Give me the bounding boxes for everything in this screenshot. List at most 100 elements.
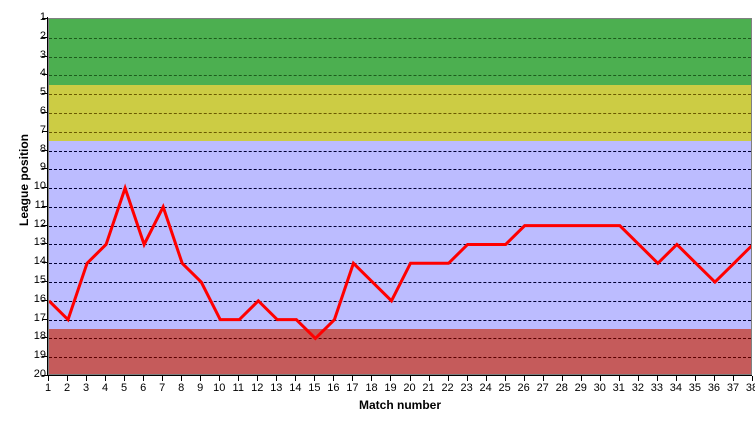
- x-tick-label-38: 38: [745, 382, 755, 394]
- x-tick-mark-38: [752, 376, 753, 381]
- y-tick-label-18: 18: [33, 330, 46, 343]
- x-tick-label-32: 32: [631, 382, 644, 394]
- x-tick-mark-21: [428, 376, 430, 381]
- y-tick-label-16: 16: [33, 292, 46, 305]
- y-tick-label-20: 20: [33, 368, 46, 380]
- band-playoff-zone: [49, 84, 751, 142]
- x-tick-mark-14: [295, 376, 297, 381]
- x-tick-mark-35: [694, 376, 696, 381]
- y-tick-mark-4: [42, 74, 48, 76]
- x-tick-label-30: 30: [593, 382, 606, 394]
- x-tick-mark-25: [504, 376, 506, 381]
- x-tick-mark-15: [314, 376, 316, 381]
- x-tick-mark-8: [181, 376, 183, 381]
- y-tick-mark-14: [42, 262, 48, 264]
- x-tick-label-7: 7: [159, 382, 166, 394]
- y-axis-ticks: 1 2 3 4 5 6 7 8 9 10 11 12 13 14 15 16 17 18 19 20: [0, 11, 755, 380]
- gridline-y-8: [49, 150, 751, 152]
- x-tick-mark-3: [86, 376, 88, 381]
- x-tick-mark-17: [352, 376, 354, 381]
- x-tick-label-35: 35: [688, 382, 702, 394]
- y-tick-label-5: 5: [39, 86, 46, 99]
- gridline-y-12: [49, 225, 751, 227]
- x-tick-label-21: 21: [422, 382, 435, 394]
- x-tick-mark-37: [732, 376, 734, 381]
- x-tick-label-23: 23: [460, 382, 473, 394]
- x-tick-label-17: 17: [346, 382, 359, 394]
- y-tick-mark-2: [42, 36, 48, 38]
- x-tick-mark-33: [656, 376, 658, 381]
- x-tick-mark-2: [67, 376, 69, 381]
- y-tick-mark-16: [42, 299, 48, 301]
- gridline-y-3: [49, 56, 751, 58]
- x-tick-mark-24: [485, 376, 487, 381]
- x-tick-label-27: 27: [536, 382, 549, 394]
- gridline-y-10: [49, 188, 751, 190]
- gridline-y-17: [49, 319, 751, 321]
- y-tick-label-8: 8: [39, 142, 46, 155]
- x-tick-label-18: 18: [365, 382, 378, 394]
- x-tick-mark-28: [561, 376, 563, 381]
- gridline-y-18: [49, 338, 751, 340]
- x-tick-mark-23: [466, 376, 468, 381]
- y-tick-mark-15: [42, 281, 48, 283]
- gridline-y-9: [49, 169, 751, 171]
- gridline-y-11: [49, 206, 751, 208]
- gridline-y-7: [49, 131, 751, 133]
- gridline-y-6: [49, 112, 751, 114]
- x-tick-label-37: 37: [726, 382, 740, 394]
- y-tick-mark-20: [42, 375, 48, 376]
- plot-area: [48, 18, 752, 375]
- x-tick-label-16: 16: [327, 382, 340, 394]
- x-tick-mark-5: [124, 376, 126, 381]
- y-tick-label-7: 7: [39, 123, 46, 136]
- x-tick-label-10: 10: [213, 382, 226, 394]
- x-tick-label-6: 6: [140, 382, 147, 394]
- y-tick-mark-18: [42, 337, 48, 339]
- x-tick-label-34: 34: [669, 382, 683, 394]
- band-promotion-zone: [49, 19, 751, 85]
- x-tick-mark-6: [143, 376, 145, 381]
- y-tick-label-10: 10: [33, 180, 46, 193]
- y-tick-mark-9: [42, 168, 48, 170]
- x-tick-label-26: 26: [517, 382, 530, 394]
- x-tick-mark-11: [238, 376, 240, 381]
- y-tick-label-12: 12: [33, 217, 46, 230]
- x-tick-label-24: 24: [479, 382, 492, 394]
- x-tick-mark-20: [409, 376, 411, 381]
- y-tick-mark-5: [42, 93, 48, 95]
- x-tick-label-13: 13: [270, 382, 283, 394]
- x-tick-label-1: 1: [44, 382, 52, 394]
- y-tick-mark-17: [42, 318, 48, 320]
- x-tick-mark-19: [390, 376, 392, 381]
- x-axis-title: Match number: [358, 398, 441, 412]
- x-tick-mark-16: [333, 376, 335, 381]
- y-tick-label-15: 15: [33, 274, 46, 287]
- x-tick-mark-7: [162, 376, 164, 381]
- x-tick-label-15: 15: [308, 382, 321, 394]
- x-tick-mark-36: [713, 376, 715, 381]
- x-tick-label-29: 29: [574, 382, 587, 394]
- gridline-y-2: [49, 37, 751, 39]
- y-axis-line: [47, 17, 48, 376]
- x-tick-mark-32: [637, 376, 639, 381]
- gridline-y-19: [49, 357, 751, 359]
- x-tick-mark-9: [200, 376, 202, 381]
- x-tick-mark-12: [257, 376, 259, 381]
- x-tick-label-19: 19: [384, 382, 397, 394]
- gridline-y-13: [49, 244, 751, 246]
- y-tick-label-4: 4: [39, 67, 46, 80]
- y-tick-label-6: 6: [39, 104, 46, 117]
- x-tick-label-28: 28: [555, 382, 568, 394]
- y-tick-mark-11: [42, 205, 48, 207]
- x-tick-label-36: 36: [707, 382, 721, 394]
- y-tick-mark-13: [42, 243, 48, 245]
- x-tick-label-2: 2: [63, 382, 71, 394]
- x-tick-label-14: 14: [289, 382, 302, 394]
- x-tick-mark-10: [219, 376, 221, 381]
- x-tick-mark-26: [523, 376, 525, 381]
- y-tick-label-9: 9: [39, 161, 46, 174]
- band-relegation-zone: [49, 329, 751, 374]
- x-tick-label-3: 3: [82, 382, 90, 394]
